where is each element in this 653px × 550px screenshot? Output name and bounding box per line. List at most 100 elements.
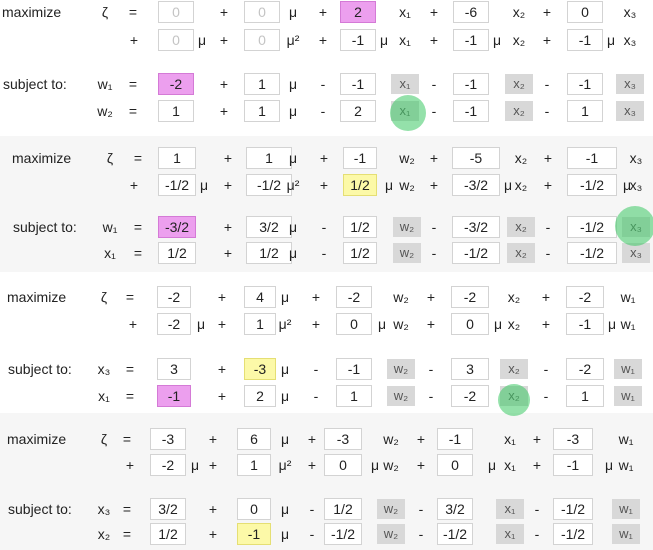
mu-squared-coefficient[interactable]: -1/2 xyxy=(246,174,292,196)
constraint-coefficient[interactable]: -1/2 xyxy=(553,523,593,545)
mu-coefficient[interactable]: -1 xyxy=(567,29,603,51)
constraint-coefficient[interactable]: -1 xyxy=(336,358,372,380)
nonbasic-variable-chip[interactable]: x₂ xyxy=(505,101,533,121)
constraint-mu-coefficient[interactable]: 3/2 xyxy=(246,216,292,238)
mu-coefficient[interactable]: -1 xyxy=(553,454,593,476)
objective-coefficient-mu[interactable]: 6 xyxy=(237,428,271,450)
objective-coefficient[interactable]: -2 xyxy=(336,286,372,308)
nonbasic-variable-chip[interactable]: w₂ xyxy=(387,386,415,406)
nonbasic-variable-chip[interactable]: w₁ xyxy=(614,359,642,379)
constraint-coefficient[interactable]: -1 xyxy=(453,73,489,95)
constraint-rhs[interactable]: -2 xyxy=(158,73,194,95)
objective-coefficient[interactable]: -3 xyxy=(553,428,593,450)
mu-coefficient[interactable]: -1/2 xyxy=(158,174,196,196)
objective-coefficient[interactable]: -1 xyxy=(437,428,473,450)
mu-coefficient[interactable]: 0 xyxy=(451,313,489,335)
objective-coefficient-mu[interactable]: 1 xyxy=(246,147,292,169)
constraint-coefficient[interactable]: 1/2 xyxy=(343,216,377,238)
nonbasic-variable-chip[interactable]: x₁ xyxy=(496,524,524,544)
objective-coefficient-const[interactable]: 1 xyxy=(158,147,196,169)
constraint-coefficient[interactable]: -1 xyxy=(567,73,603,95)
objective-coefficient[interactable]: -2 xyxy=(566,286,604,308)
nonbasic-variable-chip[interactable]: w₂ xyxy=(377,499,405,519)
objective-coefficient-mu[interactable]: 0 xyxy=(244,1,280,23)
constraint-rhs[interactable]: -1 xyxy=(157,385,191,407)
objective-coefficient[interactable]: -2 xyxy=(451,286,489,308)
constraint-coefficient[interactable]: -3/2 xyxy=(452,216,500,238)
mu-coefficient[interactable]: -2 xyxy=(157,313,191,335)
nonbasic-variable-chip[interactable]: w₂ xyxy=(393,243,421,263)
nonbasic-variable-chip[interactable]: w₁ xyxy=(612,524,640,544)
nonbasic-variable-chip[interactable]: w₂ xyxy=(377,524,405,544)
nonbasic-variable-chip[interactable]: w₂ xyxy=(393,217,421,237)
constraint-mu-coefficient[interactable]: 1/2 xyxy=(246,242,292,264)
mu-coefficient[interactable]: 0 xyxy=(158,29,194,51)
objective-coefficient[interactable]: -1 xyxy=(567,147,617,169)
constraint-coefficient[interactable]: 1/2 xyxy=(324,498,362,520)
objective-coefficient[interactable]: 2 xyxy=(340,1,376,23)
constraint-rhs[interactable]: 3 xyxy=(157,358,191,380)
objective-coefficient[interactable]: -6 xyxy=(453,1,489,23)
constraint-mu-coefficient[interactable]: 0 xyxy=(237,498,271,520)
constraint-coefficient[interactable]: 1 xyxy=(567,100,603,122)
entering-variable-highlight[interactable] xyxy=(390,95,426,131)
constraint-rhs[interactable]: 1/2 xyxy=(150,523,186,545)
constraint-coefficient[interactable]: -1 xyxy=(453,100,489,122)
mu-coefficient[interactable]: 0 xyxy=(324,454,362,476)
objective-coefficient[interactable]: -3 xyxy=(324,428,362,450)
constraint-mu-coefficient[interactable]: -1 xyxy=(237,523,271,545)
objective-coefficient-mu[interactable]: 4 xyxy=(244,286,276,308)
constraint-coefficient[interactable]: -2 xyxy=(566,358,604,380)
objective-coefficient[interactable]: -1 xyxy=(343,147,377,169)
constraint-rhs[interactable]: 1 xyxy=(158,100,194,122)
constraint-rhs[interactable]: 3/2 xyxy=(150,498,186,520)
constraint-coefficient[interactable]: 1 xyxy=(336,385,372,407)
objective-coefficient-const[interactable]: -3 xyxy=(150,428,186,450)
objective-coefficient-const[interactable]: -2 xyxy=(157,286,191,308)
nonbasic-variable-chip[interactable]: x₃ xyxy=(622,243,650,263)
mu-squared-coefficient[interactable]: 0 xyxy=(244,29,280,51)
nonbasic-variable-chip[interactable]: x₂ xyxy=(505,74,533,94)
mu-coefficient[interactable]: 0 xyxy=(336,313,372,335)
mu-coefficient[interactable]: -1 xyxy=(340,29,376,51)
constraint-coefficient[interactable]: -1/2 xyxy=(567,216,617,238)
nonbasic-variable-chip[interactable]: x₃ xyxy=(616,74,644,94)
entering-variable-highlight[interactable] xyxy=(615,206,653,246)
nonbasic-variable-chip[interactable]: x₂ xyxy=(507,243,535,263)
objective-coefficient-const[interactable]: 0 xyxy=(158,1,194,23)
nonbasic-variable-chip[interactable]: x₁ xyxy=(391,74,419,94)
constraint-coefficient[interactable]: -1/2 xyxy=(452,242,500,264)
nonbasic-variable-chip[interactable]: x₂ xyxy=(507,217,535,237)
constraint-coefficient[interactable]: 2 xyxy=(340,100,376,122)
constraint-coefficient[interactable]: 1 xyxy=(566,385,604,407)
mu-coefficient[interactable]: -1 xyxy=(453,29,489,51)
mu-coefficient[interactable]: 0 xyxy=(437,454,473,476)
nonbasic-variable-chip[interactable]: w₁ xyxy=(614,386,642,406)
constraint-mu-coefficient[interactable]: -3 xyxy=(244,358,276,380)
nonbasic-variable-chip[interactable]: w₂ xyxy=(387,359,415,379)
constraint-coefficient[interactable]: -1 xyxy=(340,73,376,95)
constraint-coefficient[interactable]: -1/2 xyxy=(553,498,593,520)
constraint-coefficient[interactable]: 3 xyxy=(451,358,489,380)
constraint-coefficient[interactable]: 3/2 xyxy=(437,498,473,520)
mu-squared-coefficient[interactable]: 1 xyxy=(237,454,271,476)
constraint-mu-coefficient[interactable]: 2 xyxy=(244,385,276,407)
constraint-mu-coefficient[interactable]: 1 xyxy=(244,73,280,95)
constraint-coefficient[interactable]: -1/2 xyxy=(324,523,362,545)
nonbasic-variable-chip[interactable]: x₁ xyxy=(496,499,524,519)
constraint-coefficient[interactable]: -2 xyxy=(451,385,489,407)
nonbasic-variable-chip[interactable]: x₃ xyxy=(616,101,644,121)
nonbasic-variable-chip[interactable]: w₁ xyxy=(612,499,640,519)
constraint-rhs[interactable]: -3/2 xyxy=(158,216,196,238)
mu-coefficient[interactable]: -1/2 xyxy=(567,174,617,196)
constraint-coefficient[interactable]: -1/2 xyxy=(567,242,617,264)
mu-squared-coefficient[interactable]: 1 xyxy=(244,313,276,335)
constraint-coefficient[interactable]: 1/2 xyxy=(343,242,377,264)
constraint-coefficient[interactable]: -1/2 xyxy=(437,523,473,545)
mu-coefficient[interactable]: -1 xyxy=(566,313,604,335)
objective-coefficient[interactable]: 0 xyxy=(567,1,603,23)
entering-variable-highlight[interactable] xyxy=(498,384,530,416)
constraint-rhs[interactable]: 1/2 xyxy=(158,242,196,264)
constraint-mu-coefficient[interactable]: 1 xyxy=(244,100,280,122)
nonbasic-variable-chip[interactable]: x₂ xyxy=(500,359,528,379)
